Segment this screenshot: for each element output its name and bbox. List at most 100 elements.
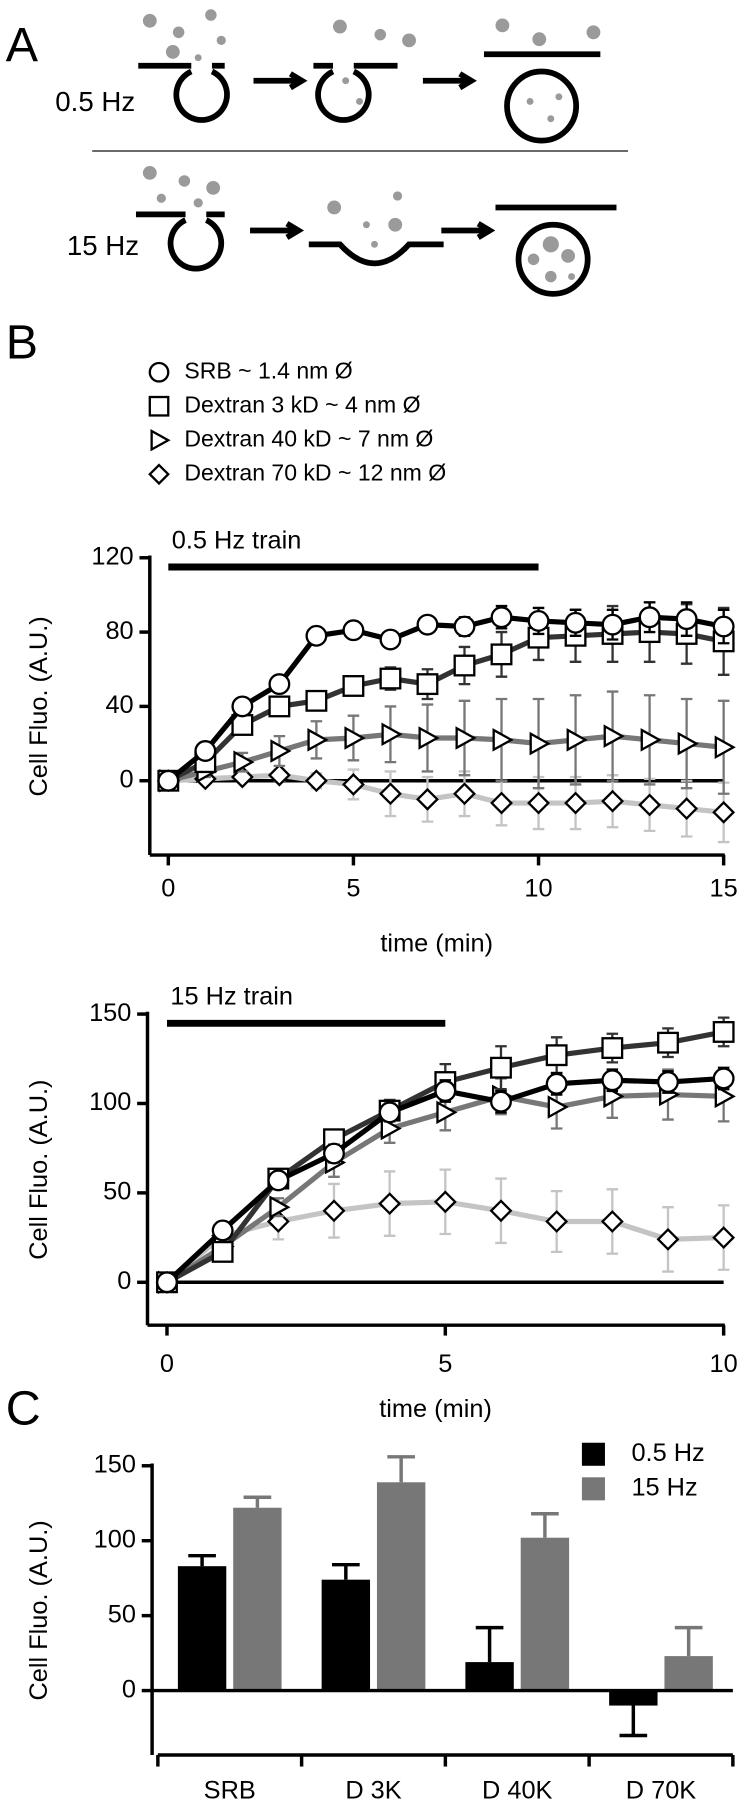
marker bbox=[378, 1192, 402, 1216]
x-tick-label: 0 bbox=[161, 874, 175, 902]
marker bbox=[342, 619, 365, 642]
marker bbox=[268, 673, 291, 696]
y-tick-label: 100 bbox=[94, 1525, 136, 1553]
marker bbox=[269, 1195, 291, 1219]
y-tick-label: 50 bbox=[103, 1178, 131, 1206]
bar bbox=[609, 1690, 658, 1706]
marker bbox=[307, 728, 329, 752]
panel-label: A bbox=[6, 18, 39, 72]
series-line bbox=[166, 614, 725, 783]
marker bbox=[714, 735, 736, 760]
error-bar bbox=[387, 1455, 415, 1483]
x-tick-label: 0 bbox=[160, 1350, 174, 1378]
error-bar bbox=[243, 1495, 272, 1508]
dye bbox=[142, 13, 157, 28]
marker bbox=[714, 1084, 736, 1109]
marker bbox=[712, 1226, 736, 1250]
y-tick-label: 150 bbox=[94, 1450, 136, 1478]
arrow bbox=[253, 71, 308, 91]
series-line bbox=[168, 772, 724, 815]
error-bar bbox=[332, 1562, 360, 1580]
diagram: 0.5 Hz 15 Hz bbox=[55, 9, 629, 297]
dye bbox=[371, 240, 378, 248]
marker bbox=[231, 695, 254, 718]
marker bbox=[342, 675, 365, 697]
y-tick-label: 0 bbox=[122, 1675, 136, 1703]
y-axis-label: Cell Fluo. (A.U.) bbox=[25, 1520, 53, 1700]
x-tick-label: 15 bbox=[710, 874, 738, 902]
dye bbox=[586, 25, 601, 40]
marker bbox=[638, 606, 661, 629]
marker bbox=[677, 731, 699, 756]
panel-label: B bbox=[6, 316, 38, 370]
marker bbox=[436, 1100, 458, 1125]
x-tick-label: D 40K bbox=[482, 1777, 553, 1800]
dye bbox=[402, 33, 416, 48]
y-tick-label: 100 bbox=[89, 1088, 131, 1116]
vesicle bbox=[504, 68, 580, 144]
error-bar bbox=[674, 1625, 703, 1657]
marker bbox=[545, 1210, 569, 1233]
marker bbox=[453, 654, 476, 677]
y-tick-label: 50 bbox=[108, 1600, 136, 1628]
marker bbox=[527, 791, 550, 815]
marker bbox=[322, 1199, 346, 1223]
annotation: 0.5 Hz train bbox=[172, 526, 302, 554]
error-bar bbox=[475, 1625, 504, 1663]
marker bbox=[601, 613, 624, 636]
diagram-label: 0.5 Hz bbox=[55, 86, 135, 117]
marker bbox=[267, 1169, 290, 1192]
marker bbox=[638, 793, 662, 817]
dye bbox=[555, 93, 563, 101]
y-tick-label: 150 bbox=[89, 999, 131, 1027]
marker bbox=[233, 750, 255, 774]
marker bbox=[416, 673, 439, 696]
diagram-label: 15 Hz bbox=[67, 230, 139, 261]
error-bar bbox=[188, 1553, 216, 1567]
x-tick-label: SRB bbox=[204, 1777, 256, 1800]
series-line bbox=[167, 629, 725, 784]
dye bbox=[547, 115, 555, 123]
x-axis-label: time (min) bbox=[379, 1395, 492, 1423]
dye bbox=[495, 18, 510, 33]
x-tick-label: 10 bbox=[524, 874, 552, 902]
marker bbox=[601, 789, 625, 813]
dye bbox=[333, 19, 347, 34]
marker bbox=[566, 728, 588, 752]
arrow bbox=[422, 71, 477, 91]
marker bbox=[305, 689, 328, 712]
marker bbox=[304, 769, 328, 793]
marker bbox=[323, 1142, 345, 1165]
dye bbox=[216, 35, 226, 45]
marker bbox=[564, 791, 587, 815]
dye bbox=[568, 273, 576, 281]
marker bbox=[545, 1044, 568, 1067]
series-line bbox=[167, 731, 724, 784]
dye bbox=[142, 165, 157, 180]
marker bbox=[640, 728, 662, 752]
marker bbox=[529, 731, 551, 756]
marker bbox=[490, 643, 513, 666]
marker bbox=[194, 740, 217, 762]
marker bbox=[341, 773, 365, 796]
marker bbox=[379, 628, 402, 651]
y-tick-label: 120 bbox=[91, 542, 133, 570]
bar bbox=[376, 1482, 426, 1691]
dye bbox=[545, 270, 557, 283]
bar bbox=[465, 1662, 514, 1691]
panel-label: C bbox=[6, 1381, 41, 1435]
x-tick-label: 10 bbox=[710, 1350, 738, 1378]
marker bbox=[453, 615, 476, 638]
marker bbox=[492, 728, 514, 752]
dye bbox=[561, 248, 576, 263]
dye bbox=[526, 97, 534, 105]
bar bbox=[233, 1507, 282, 1691]
marker bbox=[675, 608, 698, 631]
marker bbox=[490, 791, 513, 815]
x-tick-label: 5 bbox=[438, 1350, 452, 1378]
legend-label: 0.5 Hz bbox=[631, 1439, 704, 1467]
marker bbox=[378, 1101, 401, 1124]
marker bbox=[657, 1031, 679, 1054]
legend-swatch bbox=[581, 1442, 605, 1466]
marker bbox=[490, 1090, 512, 1113]
